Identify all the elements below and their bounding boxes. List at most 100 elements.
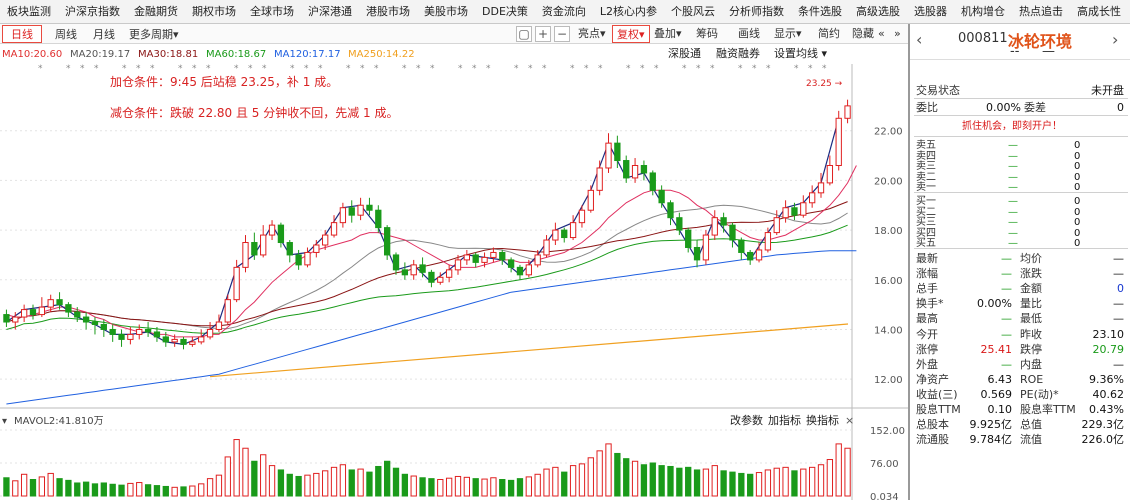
- volume-bar: [729, 471, 736, 497]
- forward-chevron-icon[interactable]: ›: [1112, 30, 1119, 49]
- top-menu-item-18[interactable]: 高成长性: [1077, 4, 1122, 18]
- volume-bar: [578, 463, 586, 497]
- top-menu-item-5[interactable]: 沪深港通: [308, 4, 352, 18]
- liangdian-button[interactable]: 亮点▾: [578, 25, 606, 43]
- event-star-icon: *: [416, 64, 421, 74]
- stat-value: 25.41: [980, 342, 1013, 356]
- kline-chart[interactable]: MA10:20.60 MA20:19.17 MA30:18.81 MA60:18.67…: [0, 44, 908, 500]
- candle-body: [525, 264, 532, 276]
- trade-status-value: 未开盘: [1091, 84, 1124, 97]
- top-menu-item-8[interactable]: DDE决策: [482, 4, 528, 18]
- stat-row-4: 最高 — 最低 —: [910, 312, 1130, 325]
- top-menu-item-11[interactable]: 个股风云: [671, 4, 716, 18]
- volume-bar: [800, 468, 807, 497]
- top-menu-item-17[interactable]: 热点追击: [1019, 4, 1064, 18]
- top-menu-item-15[interactable]: 选股器: [914, 4, 948, 18]
- stat-label: 净资产: [916, 372, 949, 386]
- candle-body: [198, 336, 205, 343]
- volume-bar: [817, 464, 825, 497]
- volume-bar: [162, 485, 169, 497]
- candle-body: [755, 249, 763, 261]
- stat-row-6: 涨停 25.41 跌停 20.79: [910, 343, 1130, 356]
- candle-body: [445, 269, 453, 278]
- kline-chart-area[interactable]: MA10:20.60 MA20:19.17 MA30:18.81 MA60:18.67…: [0, 44, 908, 500]
- tab-monthly[interactable]: 月线: [93, 28, 115, 41]
- top-menu-item-12[interactable]: 分析师指数: [729, 4, 785, 18]
- back-chevron-icon[interactable]: ‹: [916, 30, 923, 49]
- event-star-icon: *: [696, 64, 701, 74]
- volume-bar: [649, 462, 656, 497]
- volume-bar: [144, 484, 152, 497]
- top-menu-item-14[interactable]: 高级选股: [856, 4, 901, 18]
- volume-bar: [339, 464, 347, 497]
- top-menu-item-13[interactable]: 条件选股: [798, 4, 843, 18]
- stat-label: 收益(三): [916, 387, 958, 401]
- tab-more-periods[interactable]: 更多周期▾: [120, 25, 188, 43]
- stock-price: --: [1010, 44, 1020, 59]
- stat-value: 0.10: [987, 403, 1013, 416]
- stat-label: 外盘: [916, 357, 938, 371]
- top-menu-item-0[interactable]: 板块监测: [7, 4, 51, 18]
- yincang-button[interactable]: 隐藏: [852, 27, 874, 40]
- divider: [914, 136, 1128, 137]
- candle-body: [738, 239, 745, 253]
- huaxian-button[interactable]: 画线: [738, 27, 760, 40]
- tab-weekly[interactable]: 周线: [55, 28, 77, 41]
- diejia-button[interactable]: 叠加▾: [654, 25, 682, 43]
- top-menu-item-10[interactable]: L2核心内参: [599, 4, 658, 18]
- volume-bar: [74, 482, 81, 497]
- ma-legend-1: MA20:19.17: [70, 49, 130, 60]
- buy-price: —: [1008, 196, 1018, 207]
- top-menu-item-16[interactable]: 机构增仓: [961, 4, 1006, 18]
- volume-bar: [605, 443, 612, 497]
- volume-bar: [693, 469, 701, 497]
- fuquan-button[interactable]: 复权▾: [612, 25, 650, 43]
- volume-bar: [747, 473, 754, 497]
- top-menu-item-1[interactable]: 沪深京指数: [65, 4, 120, 18]
- candle-body: [640, 165, 648, 174]
- candle-body: [711, 217, 718, 236]
- weicha-value: 0: [1117, 101, 1124, 114]
- nav-next-icon[interactable]: »: [894, 27, 901, 40]
- ma-legend-5: MA250:14.22: [348, 49, 415, 60]
- event-star-icon: *: [542, 64, 547, 74]
- volume-bar: [233, 439, 240, 497]
- tab-daily[interactable]: 日线: [2, 25, 42, 43]
- xianshi-button[interactable]: 显示▾: [774, 25, 802, 43]
- open-account-link[interactable]: 抓住机会，即刻开户！: [962, 121, 1062, 132]
- top-menu-item-3[interactable]: 期权市场: [192, 4, 236, 18]
- stat-row-9: 收益(三) 0.569 PE(动)* 40.62: [910, 388, 1130, 401]
- top-menu-item-4[interactable]: 全球市场: [250, 4, 294, 18]
- zoom-in-icon[interactable]: +: [535, 26, 551, 42]
- stat-label: 量比: [1020, 297, 1042, 311]
- volume-bar: [366, 471, 373, 497]
- top-menu-item-2[interactable]: 金融期货: [134, 4, 178, 18]
- volume-bar: [711, 465, 718, 497]
- volume-bar: [251, 460, 258, 497]
- ma-line-ma120: [6, 250, 857, 405]
- event-star-icon: *: [178, 64, 183, 74]
- zoom-out-icon[interactable]: −: [554, 26, 570, 42]
- top-menu-item-9[interactable]: 资金流向: [541, 4, 586, 18]
- window-icon[interactable]: ▢: [516, 26, 532, 42]
- volume-bar: [755, 472, 763, 497]
- volume-bar: [136, 482, 143, 497]
- candle-body: [286, 242, 293, 256]
- more-periods-label: 更多周期: [129, 28, 173, 41]
- top-menu-item-7[interactable]: 美股市场: [424, 4, 468, 18]
- volume-bar: [667, 465, 674, 497]
- chouma-button[interactable]: 筹码: [696, 27, 718, 40]
- top-menu-item-6[interactable]: 港股市场: [366, 4, 410, 18]
- jianyue-button[interactable]: 简约: [818, 27, 840, 40]
- candle-body: [507, 259, 515, 268]
- candle-body: [109, 328, 116, 335]
- volume-bar: [277, 469, 285, 497]
- candle-body: [100, 324, 107, 330]
- chevron-down-icon: ▾: [796, 27, 802, 40]
- event-star-icon: *: [570, 64, 575, 74]
- volume-bar: [330, 466, 338, 497]
- volume-bar: [242, 447, 249, 497]
- chevron-down-icon: ▾: [676, 27, 682, 40]
- candle-body: [685, 229, 692, 248]
- nav-prev-icon[interactable]: «: [878, 27, 885, 40]
